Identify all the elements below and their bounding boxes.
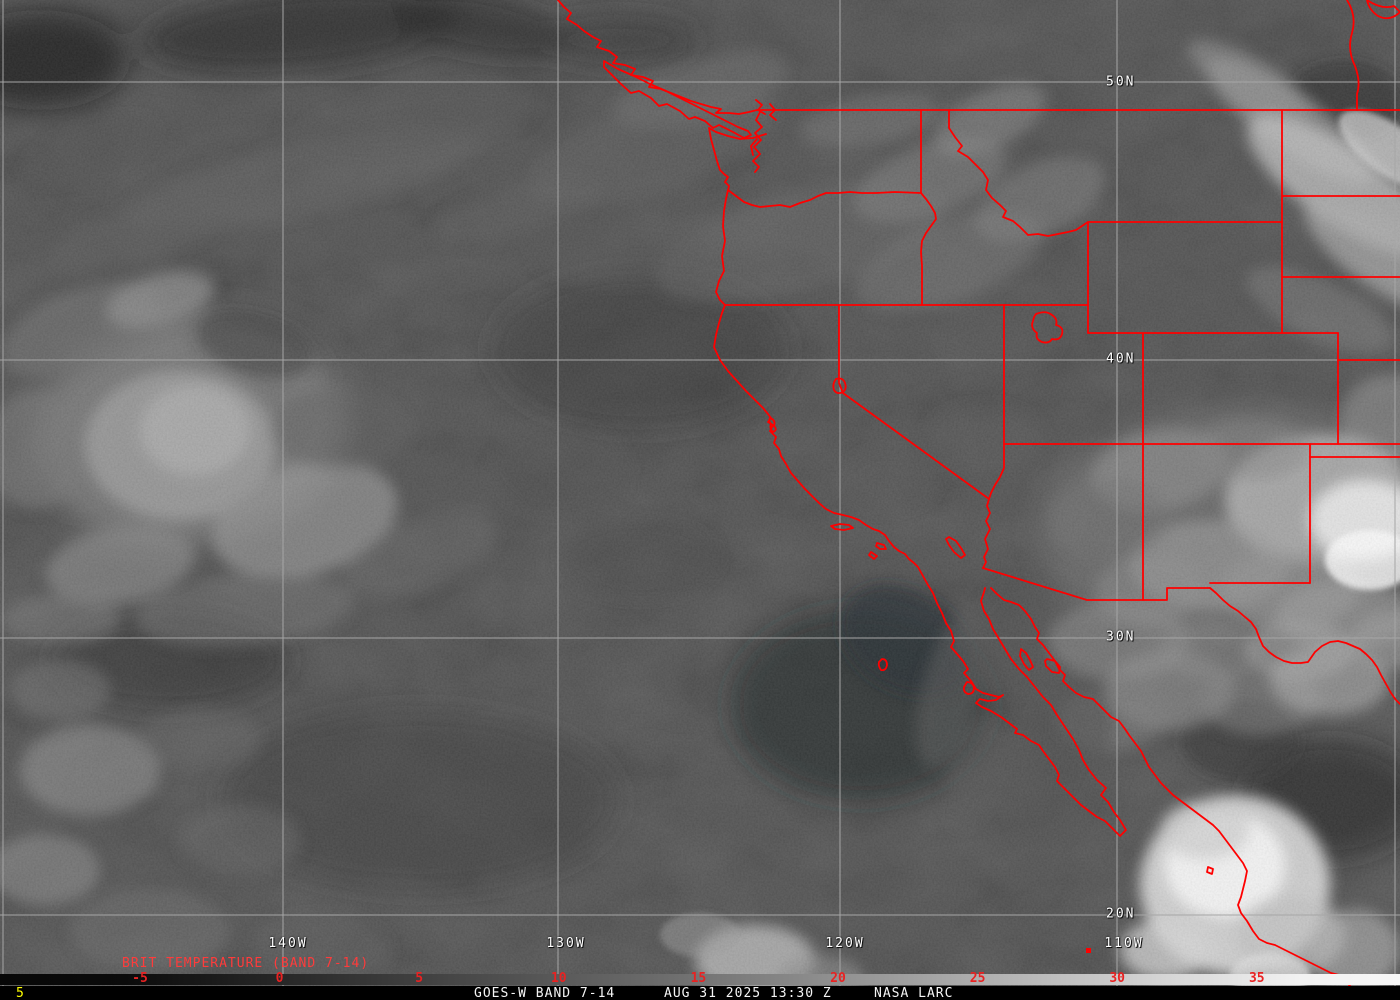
brightness-temperature-annotation: BRIT TEMPERATURE (BAND 7-14) xyxy=(122,956,370,971)
border-colorado-river-ca-az xyxy=(982,498,991,569)
frame-number: 5 xyxy=(16,986,25,1000)
latitude-label: 20N xyxy=(1106,906,1136,922)
coast-sonora-sinaloa xyxy=(990,587,1361,1000)
island-islas-marias xyxy=(1206,866,1214,875)
island-cedros xyxy=(962,681,975,695)
scale-value: 0 xyxy=(275,971,284,986)
island-guadalupe xyxy=(877,658,888,672)
footer-datetime-label: AUG 31 2025 13:30 Z xyxy=(664,986,832,1000)
coast-san-juan-2 xyxy=(769,103,777,121)
coast-hood-canal xyxy=(750,138,758,156)
scale-value: 30 xyxy=(1109,971,1126,986)
lake-yellowstone xyxy=(1031,311,1064,344)
island-san-clemente xyxy=(868,551,878,560)
scale-value: 5 xyxy=(415,971,424,986)
map-overlay-borders-coasts xyxy=(557,0,1400,1000)
lake-tahoe xyxy=(832,377,847,395)
scale-value: 35 xyxy=(1248,971,1265,986)
temperature-scale-bar: -5 0 5 10 15 20 25 30 35 xyxy=(0,971,1400,986)
island-angel-guarda xyxy=(1019,648,1034,671)
latitude-label: 40N xyxy=(1106,351,1136,367)
longitude-label: 140W xyxy=(268,936,308,951)
scale-value: -5 xyxy=(132,971,148,986)
border-canada-lake xyxy=(1366,0,1400,20)
lake-salton-sea xyxy=(945,536,966,559)
coast-vancouver-island xyxy=(603,60,752,139)
scale-value: 20 xyxy=(830,971,846,986)
border-wa-or-columbia xyxy=(727,189,922,208)
footer-product-label: GOES-W BAND 7-14 xyxy=(474,986,616,1000)
island-tiburon xyxy=(1044,658,1061,674)
border-id-mt xyxy=(948,109,1089,237)
border-rio-grande xyxy=(1209,587,1400,705)
coast-west-wa-or-ca-baja xyxy=(708,127,1127,837)
coast-sf-bay xyxy=(768,417,777,433)
footer-agency-label: NASA LARC xyxy=(874,986,954,1000)
scale-value: 25 xyxy=(969,971,986,986)
coast-puget-sound xyxy=(752,111,763,173)
island-channel-north xyxy=(830,523,854,531)
island-catalina xyxy=(875,542,887,550)
footer-status-bar: 5 GOES-W BAND 7-14 AUG 31 2025 13:30 Z N… xyxy=(0,986,1400,1000)
border-canada-river xyxy=(1346,0,1360,111)
latitude-label: 30N xyxy=(1106,629,1136,645)
border-nv-az-river xyxy=(988,443,1005,500)
latitude-label: 50N xyxy=(1106,74,1136,90)
border-mx-az-nm xyxy=(982,567,1211,601)
border-or-id-snake xyxy=(920,192,937,306)
scale-value: 15 xyxy=(690,971,707,986)
coast-san-juan-1 xyxy=(755,99,766,115)
longitude-label: 120W xyxy=(825,936,865,951)
longitude-label: 130W xyxy=(546,936,586,951)
coast-bc-mainland xyxy=(557,0,764,115)
scale-value: 10 xyxy=(550,971,567,986)
longitude-label: 110W xyxy=(1104,936,1144,951)
red-marker-dot xyxy=(1086,948,1091,953)
border-ca-nv xyxy=(838,304,990,500)
